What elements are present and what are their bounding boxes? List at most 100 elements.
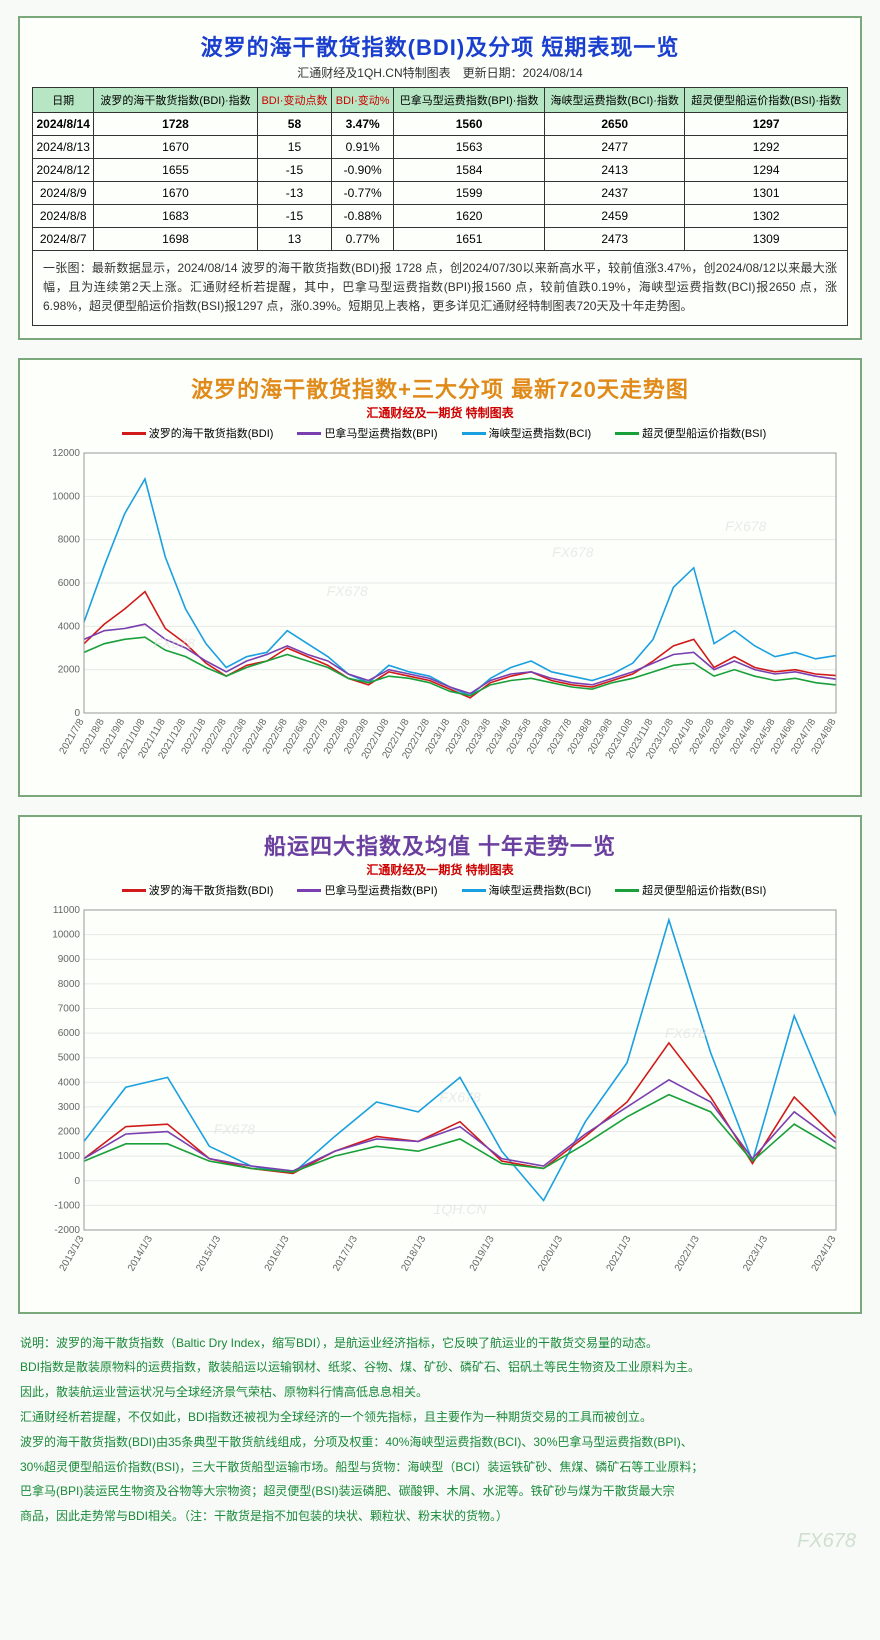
table-cell: 58 <box>257 113 332 136</box>
table-row: 2024/8/131670150.91%156324771292 <box>33 136 848 159</box>
table-cell: 2477 <box>545 136 685 159</box>
table-cell: 1599 <box>394 182 545 205</box>
svg-text:-1000: -1000 <box>54 1200 80 1211</box>
svg-text:FX678: FX678 <box>725 518 766 534</box>
table-cell: 2024/8/8 <box>33 205 94 228</box>
table-cell: 2024/8/12 <box>33 159 94 182</box>
legend-item: 巴拿马型运费指数(BPI) <box>289 885 437 897</box>
svg-text:5000: 5000 <box>58 1052 81 1063</box>
table-header-cell: BDI·变动% <box>332 88 394 113</box>
description-line: 巴拿马(BPI)装运民生物资及谷物等大宗物资；超灵便型(BSI)装运磷肥、碳酸钾… <box>20 1480 860 1503</box>
svg-text:6000: 6000 <box>58 578 81 589</box>
legend-item: 波罗的海干散货指数(BDI) <box>114 428 274 440</box>
table-row: 2024/8/121655-15-0.90%158424131294 <box>33 159 848 182</box>
description-line: 波罗的海干散货指数(BDI)由35条典型干散货航线组成，分项及权重：40%海峡型… <box>20 1431 860 1454</box>
table-cell: 1297 <box>685 113 848 136</box>
svg-text:FX678: FX678 <box>327 583 368 599</box>
table-cell: 1584 <box>394 159 545 182</box>
table-cell: 2024/8/14 <box>33 113 94 136</box>
chart720-title: 波罗的海干散货指数+三大分项 最新720天走势图 <box>32 372 848 404</box>
svg-text:FX678: FX678 <box>154 635 195 651</box>
legend-swatch <box>615 889 639 892</box>
svg-text:2021/1/3: 2021/1/3 <box>605 1233 634 1273</box>
table-cell: 2437 <box>545 182 685 205</box>
svg-text:6000: 6000 <box>58 1028 81 1039</box>
svg-text:2019/1/3: 2019/1/3 <box>468 1233 497 1273</box>
table-subtitle: 汇通财经及1QH.CN特制图表 更新日期：2024/08/14 <box>32 64 848 81</box>
chart-10y-panel: 船运四大指数及均值 十年走势一览 汇通财经及一期货 特制图表 波罗的海干散货指数… <box>18 815 862 1314</box>
table-cell: 2024/8/7 <box>33 228 94 251</box>
chart720-legend: 波罗的海干散货指数(BDI)巴拿马型运费指数(BPI)海峡型运费指数(BCI)超… <box>32 425 848 441</box>
svg-text:8000: 8000 <box>58 534 81 545</box>
description-line: 商品，因此走势常与BDI相关。（注：干散货是指不加包装的块状、颗粒状、粉末状的货… <box>20 1505 860 1528</box>
table-cell: 1670 <box>94 136 257 159</box>
table-cell: -15 <box>257 205 332 228</box>
table-cell: 2413 <box>545 159 685 182</box>
chart10y-title: 船运四大指数及均值 十年走势一览 <box>32 829 848 861</box>
svg-text:2023/1/3: 2023/1/3 <box>741 1233 770 1273</box>
svg-text:FX678: FX678 <box>665 1025 706 1041</box>
svg-text:2020/1/3: 2020/1/3 <box>536 1233 565 1273</box>
page-watermark: FX678 <box>0 1530 880 1553</box>
svg-text:2024/1/3: 2024/1/3 <box>810 1233 839 1273</box>
legend-item: 巴拿马型运费指数(BPI) <box>289 428 437 440</box>
table-title: 波罗的海干散货指数(BDI)及分项 短期表现一览 <box>32 30 848 62</box>
legend-swatch <box>122 432 146 435</box>
svg-text:3000: 3000 <box>58 1101 81 1112</box>
legend-swatch <box>122 889 146 892</box>
table-cell: 15 <box>257 136 332 159</box>
table-row: 2024/8/81683-15-0.88%162024591302 <box>33 205 848 228</box>
series-bdi <box>84 591 836 697</box>
table-cell: 1620 <box>394 205 545 228</box>
table-cell: 1294 <box>685 159 848 182</box>
table-header-cell: 超灵便型船运价指数(BSI)·指数 <box>685 88 848 113</box>
table-cell: 1563 <box>394 136 545 159</box>
description-line: BDI指数是散装原物料的运费指数，散装船运以运输钢材、纸浆、谷物、煤、矿砂、磷矿… <box>20 1356 860 1379</box>
series-bsi <box>84 1094 836 1172</box>
chart10y-svg: -2000-1000010002000300040005000600070008… <box>34 900 846 1300</box>
description-line: 汇通财经析若提醒，不仅如此，BDI指数还被视为全球经济的一个领先指标，且主要作为… <box>20 1406 860 1429</box>
table-cell: 0.77% <box>332 228 394 251</box>
table-row: 2024/8/71698130.77%165124731309 <box>33 228 848 251</box>
chart720-subtitle: 汇通财经及一期货 特制图表 <box>32 404 848 421</box>
svg-text:1000: 1000 <box>58 1151 81 1162</box>
table-cell: 3.47% <box>332 113 394 136</box>
legend-item: 海峡型运费指数(BCI) <box>454 428 592 440</box>
svg-text:2013/1/3: 2013/1/3 <box>58 1233 87 1273</box>
svg-text:1QH.CN: 1QH.CN <box>434 1201 488 1217</box>
table-cell: 2024/8/9 <box>33 182 94 205</box>
svg-text:11000: 11000 <box>53 905 81 916</box>
svg-text:2016/1/3: 2016/1/3 <box>263 1233 292 1273</box>
svg-text:2014/1/3: 2014/1/3 <box>126 1233 155 1273</box>
legend-item: 海峡型运费指数(BCI) <box>454 885 592 897</box>
table-cell: -13 <box>257 182 332 205</box>
table-header-cell: 海峡型运费指数(BCI)·指数 <box>545 88 685 113</box>
svg-text:12000: 12000 <box>52 448 80 459</box>
table-cell: 1683 <box>94 205 257 228</box>
table-header-cell: 巴拿马型运费指数(BPI)·指数 <box>394 88 545 113</box>
table-cell: 1309 <box>685 228 848 251</box>
table-cell: 2459 <box>545 205 685 228</box>
table-cell: 1292 <box>685 136 848 159</box>
svg-text:2022/1/3: 2022/1/3 <box>673 1233 702 1273</box>
table-header-cell: BDI·变动点数 <box>257 88 332 113</box>
table-cell: -0.90% <box>332 159 394 182</box>
legend-swatch <box>297 889 321 892</box>
table-row: 2024/8/91670-13-0.77%159924371301 <box>33 182 848 205</box>
table-header-cell: 日期 <box>33 88 94 113</box>
bdi-table: 日期波罗的海干散货指数(BDI)·指数BDI·变动点数BDI·变动%巴拿马型运费… <box>32 87 848 251</box>
legend-swatch <box>615 432 639 435</box>
table-cell: 1698 <box>94 228 257 251</box>
chart720-svg: 0200040006000800010000120002021/7/82021/… <box>34 443 846 783</box>
svg-text:7000: 7000 <box>58 1003 81 1014</box>
series-bci <box>84 919 836 1200</box>
table-cell: 1302 <box>685 205 848 228</box>
legend-swatch <box>462 889 486 892</box>
chart10y-subtitle: 汇通财经及一期货 特制图表 <box>32 861 848 878</box>
table-cell: 13 <box>257 228 332 251</box>
series-bpi <box>84 624 836 693</box>
table-header-cell: 波罗的海干散货指数(BDI)·指数 <box>94 88 257 113</box>
table-cell: -0.88% <box>332 205 394 228</box>
description-line: 30%超灵便型船运价指数(BSI)，三大干散货船型运输市场。船型与货物：海峡型（… <box>20 1456 860 1479</box>
legend-item: 波罗的海干散货指数(BDI) <box>114 885 274 897</box>
